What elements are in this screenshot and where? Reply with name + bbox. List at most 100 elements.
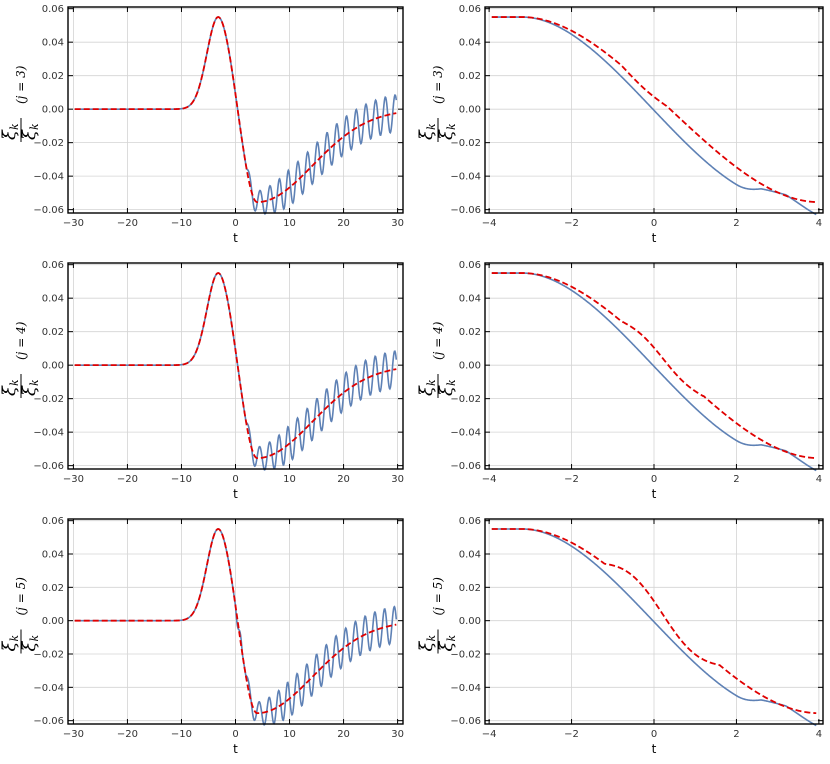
y-label-numerator: ξ̇ — [416, 129, 437, 140]
x-tick-label: −20 — [117, 218, 138, 229]
x-tick-label: −30 — [63, 474, 84, 485]
y-axis-label: ξ̇kξk(j = 5) — [416, 577, 458, 654]
y-label-j-value: (j = 3) — [14, 65, 28, 104]
y-tick-label: 0.06 — [42, 4, 64, 15]
y-axis-label: ξ̇kξk(j = 3) — [416, 65, 458, 142]
y-label-denominator-subscript: k — [28, 123, 41, 130]
x-tick-label: −2 — [564, 729, 579, 740]
y-label-j-value: (j = 5) — [14, 577, 28, 616]
x-tick-label: 4 — [816, 218, 822, 229]
y-label-denominator: ξ — [436, 641, 457, 652]
x-tick-label: −30 — [63, 729, 84, 740]
x-tick-label: 0 — [232, 218, 238, 229]
x-tick-label: 2 — [733, 474, 739, 485]
y-label-numerator-subscript: k — [8, 635, 21, 642]
y-tick-label: −0.02 — [450, 138, 481, 149]
y-tick-label: −0.02 — [33, 650, 64, 661]
y-label-numerator-subscript: k — [425, 379, 438, 386]
y-tick-label: −0.04 — [33, 172, 64, 183]
x-tick-label: 0 — [651, 474, 657, 485]
x-axis-title: t — [652, 487, 657, 501]
x-tick-label: 2 — [733, 729, 739, 740]
x-axis-title: t — [652, 231, 657, 245]
x-tick-label: 4 — [816, 729, 822, 740]
approx-series-line — [74, 16, 397, 204]
y-label-numerator: ξ̇ — [416, 385, 437, 396]
y-label-numerator-subscript: k — [425, 123, 438, 130]
y-tick-label: −0.04 — [33, 683, 64, 694]
x-tick-label: 30 — [391, 729, 404, 740]
y-tick-label: −0.04 — [33, 428, 64, 439]
panel-1-1: −4 −2 0 2 4 −0.06 −0.04 −0.02 0.00 0.02 0.04 0.06 t ξ… — [416, 260, 824, 501]
x-tick-label: −10 — [171, 474, 192, 485]
y-label-denominator: ξ — [436, 129, 457, 140]
y-tick-label: −0.06 — [33, 716, 64, 727]
y-tick-label: −0.06 — [33, 205, 64, 216]
y-label-denominator: ξ — [436, 385, 457, 396]
y-tick-label: 0.04 — [459, 550, 481, 561]
approx-series-line — [491, 528, 817, 715]
y-label-numerator: ξ̇ — [0, 129, 20, 140]
x-tick-label: 4 — [816, 474, 822, 485]
approx-series-line — [74, 528, 397, 715]
x-tick-label: 20 — [337, 474, 350, 485]
y-label-denominator-subscript: k — [445, 635, 458, 642]
x-tick-label: 30 — [391, 474, 404, 485]
y-label-j-value: (j = 3) — [431, 65, 445, 104]
y-tick-label: −0.04 — [450, 683, 481, 694]
y-tick-label: 0.02 — [42, 583, 64, 594]
y-tick-label: 0.04 — [42, 294, 64, 305]
x-tick-label: 0 — [232, 474, 238, 485]
y-tick-label: 0.00 — [42, 105, 64, 116]
y-tick-label: −0.06 — [33, 461, 64, 472]
y-tick-label: −0.06 — [450, 205, 481, 216]
y-tick-label: 0.02 — [459, 71, 481, 82]
y-tick-label: 0.06 — [42, 260, 64, 271]
x-tick-label: 20 — [337, 218, 350, 229]
y-label-j-value: (j = 5) — [431, 577, 445, 616]
y-tick-label: 0.06 — [459, 516, 481, 527]
x-tick-label: −4 — [482, 218, 497, 229]
y-label-denominator: ξ — [19, 641, 40, 652]
y-label-numerator-subscript: k — [425, 635, 438, 642]
y-label-j-value: (j = 4) — [431, 321, 445, 360]
x-tick-label: −30 — [63, 218, 84, 229]
x-tick-label: −10 — [171, 218, 192, 229]
y-axis-label: ξ̇kξk(j = 4) — [416, 321, 458, 398]
x-tick-label: −20 — [117, 729, 138, 740]
y-tick-label: 0.02 — [42, 71, 64, 82]
y-tick-label: −0.02 — [33, 138, 64, 149]
y-tick-label: 0.00 — [42, 616, 64, 627]
y-axis-label: ξ̇kξk(j = 3) — [0, 65, 41, 142]
approx-series-line — [74, 272, 397, 460]
y-label-denominator-subscript: k — [445, 379, 458, 386]
y-tick-label: −0.02 — [33, 394, 64, 405]
y-tick-label: 0.06 — [42, 516, 64, 527]
approx-series-line — [491, 16, 817, 203]
y-tick-label: −0.04 — [450, 428, 481, 439]
x-tick-label: 0 — [651, 218, 657, 229]
y-tick-label: 0.06 — [459, 260, 481, 271]
y-tick-label: 0.04 — [459, 38, 481, 49]
x-tick-label: 0 — [651, 729, 657, 740]
x-tick-label: 10 — [283, 218, 296, 229]
y-tick-label: 0.00 — [459, 616, 481, 627]
y-label-numerator: ξ̇ — [0, 385, 20, 396]
x-tick-label: −10 — [171, 729, 192, 740]
y-axis-label: ξ̇kξk(j = 4) — [0, 321, 41, 398]
x-tick-label: 10 — [283, 474, 296, 485]
x-axis-title: t — [652, 742, 657, 756]
panel-1-0: −30 −20 −10 0 10 20 30 −0.06 −0.04 −0.02 0.00 0.02 0… — [0, 260, 404, 501]
panel-2-0: −30 −20 −10 0 10 20 30 −0.06 −0.04 −0.02 0.00 0.02 0… — [0, 516, 404, 756]
panel-0-1: −4 −2 0 2 4 −0.06 −0.04 −0.02 0.00 0.02 0.04 0.06 t ξ… — [416, 4, 824, 245]
y-tick-label: 0.00 — [459, 105, 481, 116]
approx-series-line — [491, 272, 817, 459]
y-tick-label: 0.04 — [42, 550, 64, 561]
x-tick-label: −2 — [564, 474, 579, 485]
panel-0-0: −30 −20 −10 0 10 20 30 −0.06 −0.04 −0.02 0.00 0.02 0… — [0, 4, 404, 245]
y-tick-label: −0.02 — [450, 650, 481, 661]
y-tick-label: 0.02 — [42, 327, 64, 338]
y-label-numerator: ξ̇ — [416, 641, 437, 652]
x-axis-title: t — [233, 487, 238, 501]
